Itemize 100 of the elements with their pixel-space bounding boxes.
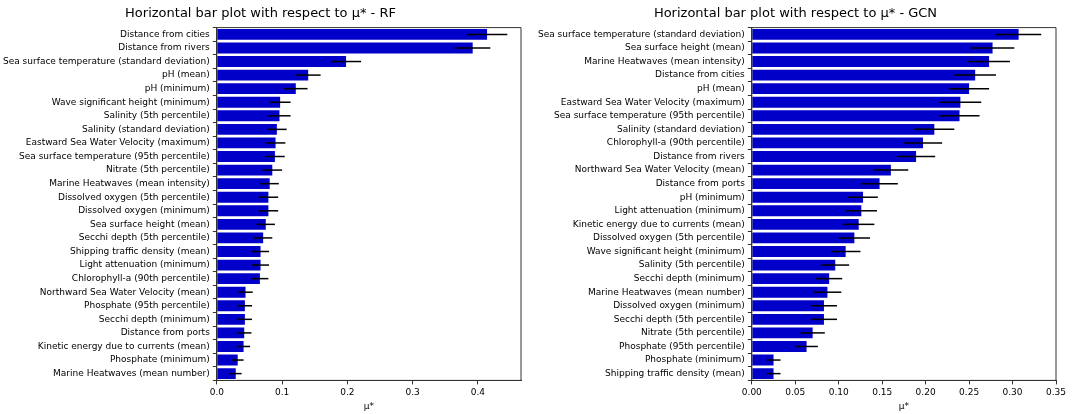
x-tick-label: 0.2 — [340, 387, 355, 398]
bar — [752, 313, 824, 325]
bar — [217, 69, 309, 81]
x-tick-label: 0.10 — [828, 387, 850, 398]
y-tick-label: Phosphate (minimum) — [109, 354, 210, 365]
y-tick-label: Distance from ports — [655, 177, 746, 188]
bar — [217, 191, 269, 203]
bar — [752, 151, 917, 162]
bar — [752, 354, 774, 366]
x-tick-label: 0.05 — [785, 387, 806, 398]
bar — [752, 42, 993, 54]
y-tick-label: Marine Heatwaves (mean number) — [53, 367, 210, 378]
bar — [217, 137, 276, 149]
y-tick-label: Secchi depth (minimum) — [633, 272, 745, 283]
x-tick-label: 0.25 — [959, 387, 980, 398]
x-tick-label: 0.3 — [405, 387, 420, 398]
y-tick-label: Kinetic energy due to currents (mean) — [572, 218, 745, 229]
x-tick-label: 0.20 — [915, 387, 936, 398]
y-tick-label: Wave significant height (minimum) — [586, 245, 745, 256]
bar — [752, 83, 970, 95]
bar — [217, 110, 280, 122]
x-tick-label: 0.35 — [1045, 387, 1067, 398]
bar — [752, 341, 807, 352]
chart-title: Horizontal bar plot with respect to μ* - RF — [125, 5, 396, 21]
x-tick-label: 0.0 — [209, 387, 225, 398]
y-tick-label: Salinity (standard deviation) — [617, 123, 745, 134]
bar — [217, 28, 488, 40]
y-tick-label: Shipping traffic density (mean) — [70, 245, 210, 256]
x-tick-label: 0.1 — [274, 387, 290, 398]
bar — [752, 178, 880, 190]
bar — [752, 96, 961, 108]
bar — [752, 273, 830, 285]
bar — [217, 178, 270, 190]
y-tick-label: Distance from rivers — [118, 42, 211, 53]
y-tick-label: Sea surface temperature (standard deviation) — [537, 28, 745, 39]
y-tick-label: Sea surface height (mean) — [624, 42, 745, 53]
bar — [217, 341, 244, 352]
y-tick-label: pH (mean) — [696, 83, 745, 94]
bar — [752, 56, 990, 67]
bar — [752, 327, 813, 339]
y-tick-label: Salinity (standard deviation) — [82, 123, 210, 134]
y-tick-label: Dissolved oxygen (minimum) — [613, 300, 745, 311]
bar — [217, 42, 473, 54]
bar — [217, 83, 296, 95]
chart-title: Horizontal bar plot with respect to μ* - GCN — [653, 5, 938, 21]
bar — [752, 191, 864, 203]
y-tick-label: Secchi depth (5th percentile) — [613, 313, 745, 324]
y-tick-label: Shipping traffic density (mean) — [605, 367, 745, 378]
x-tick-label: 0.30 — [1002, 387, 1023, 398]
x-axis-title: μ* — [363, 400, 375, 411]
x-tick-label: 0.00 — [741, 387, 763, 398]
bar — [217, 96, 281, 108]
bar — [217, 259, 261, 271]
bar — [752, 218, 859, 230]
bar — [752, 368, 774, 380]
bar — [217, 273, 260, 285]
y-tick-label: Secchi depth (minimum) — [98, 313, 210, 324]
y-tick-label: Dissolved oxygen (minimum) — [78, 205, 210, 216]
y-tick-label: Nitrate (5th percentile) — [641, 327, 745, 338]
bar — [752, 69, 976, 81]
bar — [217, 205, 269, 217]
y-tick-label: Salinity (5th percentile) — [638, 259, 745, 270]
y-tick-label: Sea surface height (mean) — [89, 218, 210, 229]
bar — [752, 286, 828, 298]
bar — [217, 246, 261, 257]
bar — [217, 164, 273, 176]
bar — [752, 300, 824, 312]
y-tick-label: Northward Sea Water Velocity (mean) — [39, 286, 210, 297]
bar — [752, 246, 846, 257]
y-tick-label: Sea surface temperature (95th percentile) — [554, 110, 745, 121]
y-tick-label: Dissolved oxygen (5th percentile) — [593, 232, 745, 243]
bar — [217, 123, 277, 135]
bar — [752, 110, 960, 122]
y-tick-label: Marine Heatwaves (mean intensity) — [49, 177, 210, 188]
y-tick-label: Distance from ports — [120, 327, 211, 338]
y-tick-label: Sea surface temperature (standard deviation) — [2, 55, 210, 66]
y-tick-label: Phosphate (95th percentile) — [84, 300, 210, 311]
bar — [217, 354, 238, 366]
y-tick-label: Kinetic energy due to currents (mean) — [37, 340, 210, 351]
bar — [217, 300, 245, 312]
bar — [752, 137, 924, 149]
y-tick-label: Marine Heatwaves (mean number) — [588, 286, 745, 297]
bar — [217, 313, 245, 325]
y-tick-label: Distance from rivers — [653, 150, 746, 161]
y-tick-label: Eastward Sea Water Velocity (maximum) — [560, 96, 745, 107]
y-tick-label: Northward Sea Water Velocity (mean) — [574, 164, 745, 175]
bar — [752, 232, 855, 244]
y-tick-label: pH (mean) — [161, 69, 210, 80]
y-tick-label: Eastward Sea Water Velocity (maximum) — [25, 137, 210, 148]
y-tick-label: Distance from cities — [120, 28, 211, 39]
y-tick-label: Phosphate (minimum) — [644, 354, 745, 365]
x-tick-label: 0.4 — [470, 387, 486, 398]
bar — [217, 368, 236, 380]
bar — [217, 327, 245, 339]
bar — [217, 56, 347, 67]
y-tick-label: Wave significant height (minimum) — [51, 96, 210, 107]
y-tick-label: pH (minimum) — [144, 83, 210, 94]
y-tick-label: Phosphate (95th percentile) — [619, 340, 745, 351]
bar — [752, 164, 891, 176]
bar — [752, 28, 1019, 40]
